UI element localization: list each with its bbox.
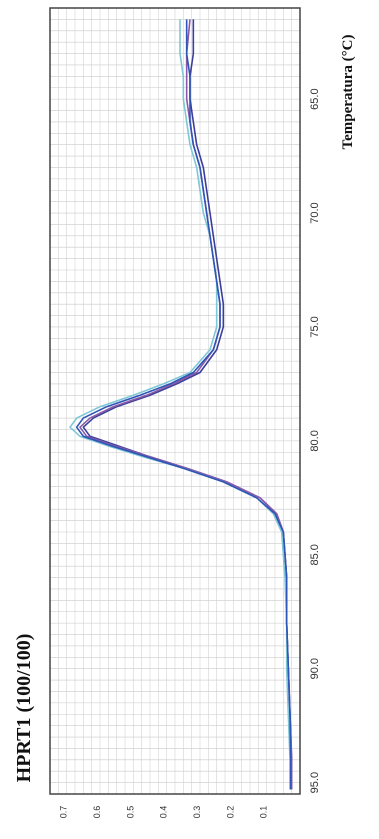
x-tick-label: 80.0 bbox=[309, 430, 321, 451]
y-tick-label: 0.3 bbox=[192, 806, 202, 819]
series-line-4 bbox=[75, 19, 292, 790]
x-tick-label: 95.0 bbox=[309, 772, 321, 793]
x-tick-labels: 65.0 70.0 75.0 80.0 85.0 90.0 95.0 bbox=[309, 88, 321, 793]
y-tick-label: 0.7 bbox=[59, 806, 69, 819]
y-tick-labels: 0.1 0.2 0.3 0.4 0.5 0.6 0.7 bbox=[59, 806, 269, 819]
y-tick-label: 0.6 bbox=[92, 806, 102, 819]
y-tick-label: 0.1 bbox=[259, 806, 269, 819]
x-tick-label: 70.0 bbox=[309, 202, 321, 223]
x-axis-label: Temperatura (°C) bbox=[340, 34, 356, 149]
y-tick-label: 0.2 bbox=[225, 806, 235, 819]
y-tick-label: 0.5 bbox=[125, 806, 135, 819]
y-tick-label: 0.4 bbox=[159, 806, 169, 819]
series-line-3 bbox=[69, 19, 291, 790]
plot-frame bbox=[49, 7, 301, 795]
x-tick-label: 65.0 bbox=[309, 88, 321, 109]
x-tick-label: 75.0 bbox=[309, 316, 321, 337]
x-tick-label: 85.0 bbox=[309, 544, 321, 565]
chart-title: HPRT1 (100/100) bbox=[13, 634, 35, 783]
series-lines bbox=[69, 19, 293, 790]
x-tick-label: 90.0 bbox=[309, 658, 321, 679]
